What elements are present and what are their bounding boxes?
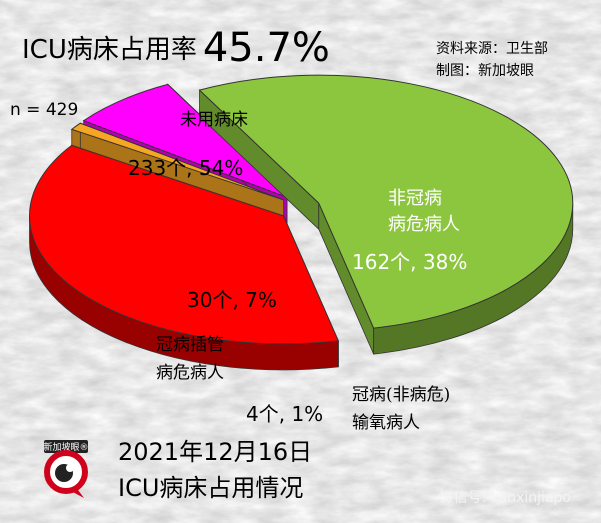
slice-name-covid-intubated-line2: 病危病人 — [156, 363, 224, 383]
slice-label-unused: 233个, 54% — [128, 156, 244, 180]
pie-slice-non_covid_critical — [29, 144, 340, 371]
slice-top-covid_oxygen — [70, 122, 284, 201]
slice-name-covid-intubated-line1: 冠病插管 — [156, 335, 224, 355]
slice-name-non-covid-line1: 非冠病 — [388, 188, 442, 209]
slice-top-unused — [198, 74, 574, 329]
slice-top-covid_intubated — [82, 83, 288, 198]
title-percentage: 45.7% — [202, 25, 330, 71]
pie-slice-unused — [198, 74, 574, 355]
slice-label-covid-oxygen: 4个, 1% — [246, 402, 324, 426]
source-note: 资料来源：卫生部 — [436, 41, 548, 57]
sample-size: n = 429 — [10, 100, 79, 120]
credit-note: 制图：新加坡眼 — [436, 63, 534, 79]
chart-title: ICU病床占用率 45.7% — [22, 22, 330, 71]
logo-text: 新加坡眼® — [43, 441, 88, 453]
slice-label-covid-intubated: 30个, 7% — [187, 288, 277, 312]
footer-subtitle: ICU病床占用情况 — [118, 474, 304, 502]
slice-top-non_covid_critical — [29, 144, 340, 345]
title-text: ICU病床占用率 — [22, 35, 197, 65]
wechat-watermark: 微信号: kanxinjiapo — [439, 490, 571, 506]
slice-name-covid-oxygen-line2: 输氧病人 — [352, 413, 420, 433]
logo: 新加坡眼® — [43, 440, 89, 498]
slice-name-non-covid-line2: 病危病人 — [388, 214, 460, 235]
slice-name-unused: 未用病床 — [180, 110, 248, 130]
pie-chart — [29, 74, 574, 371]
slice-name-covid-oxygen-line1: 冠病(非病危) — [352, 385, 451, 405]
footer-date: 2021年12月16日 — [118, 438, 313, 466]
slice-label-non-covid: 162个, 38% — [352, 250, 468, 274]
